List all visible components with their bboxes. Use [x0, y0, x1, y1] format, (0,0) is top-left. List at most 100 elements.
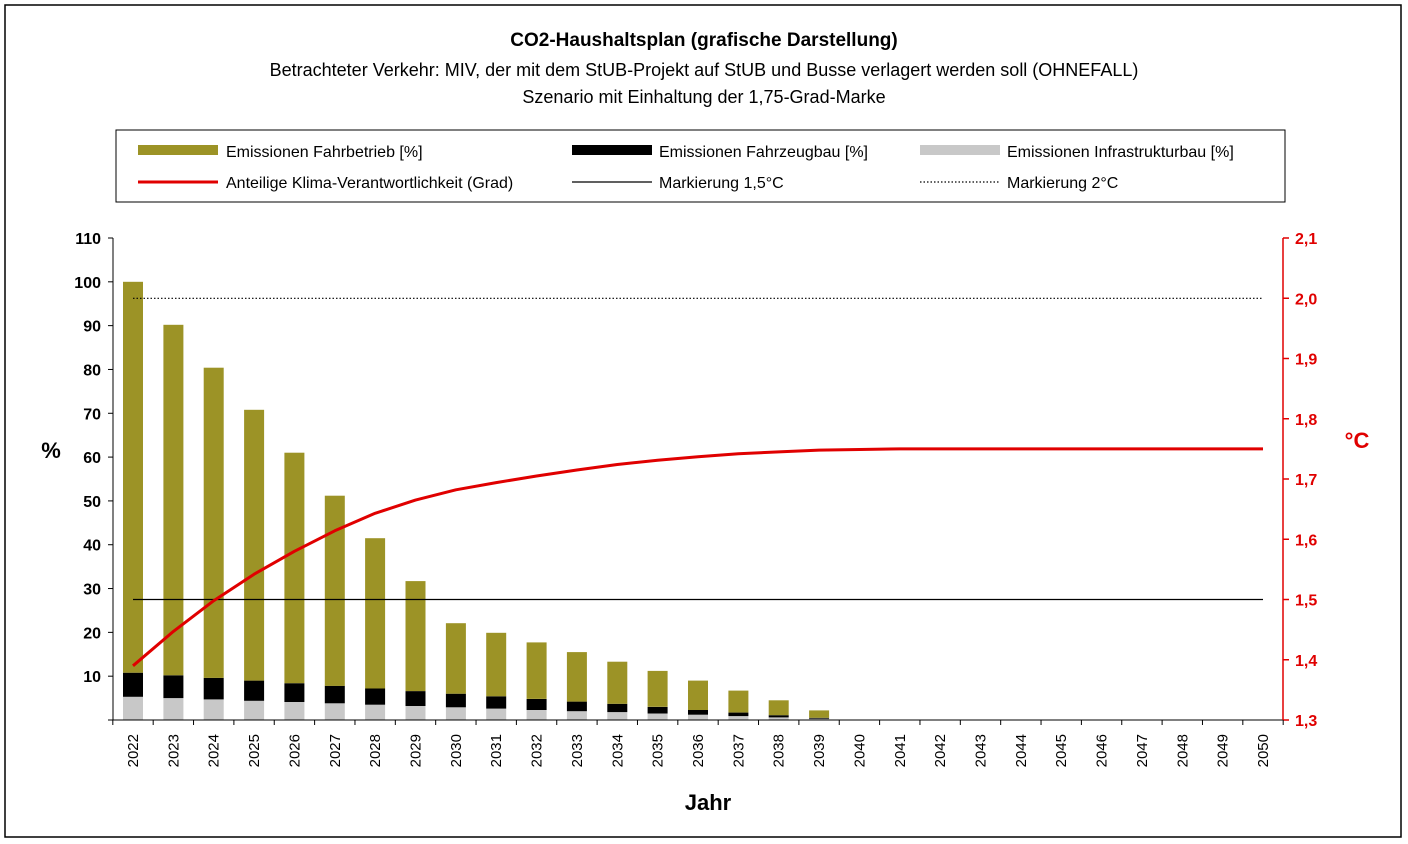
bar-fahrzeugbau-2028: [365, 688, 386, 705]
bar-fahrzeugbau-2036: [688, 709, 708, 715]
legend-label-fahrzeugbau: Emissionen Fahrzeugbau [%]: [659, 144, 868, 161]
y-tick-label-20: 20: [83, 625, 101, 642]
y-tick-label-right-1,3: 1,3: [1295, 713, 1317, 730]
x-tick-label-2027: 2027: [327, 734, 344, 767]
line-layer: [132, 447, 1263, 667]
x-tick-label-2022: 2022: [125, 734, 142, 767]
legend: Emissionen Fahrbetrieb [%] Emissionen Fa…: [115, 129, 1286, 203]
bar-fahrzeugbau-2031: [486, 696, 507, 709]
legend-label-mark2: Markierung 2°C: [1007, 175, 1118, 192]
y-tick-label-70: 70: [83, 406, 101, 423]
y-tick-label-right-1,7: 1,7: [1295, 472, 1317, 489]
x-tick-label-2029: 2029: [408, 734, 425, 767]
bar-fahrzeugbau-2034: [607, 703, 628, 713]
x-tick-label-2026: 2026: [286, 734, 303, 767]
x-axis-label: Jahr: [685, 790, 732, 815]
y-tick-label-80: 80: [83, 363, 101, 380]
bar-fahrbetrieb-2022: [123, 281, 143, 673]
bar-fahrzeugbau-2032: [526, 699, 547, 710]
bar-fahrbetrieb-2034: [607, 661, 628, 704]
chart-subtitle-2: Szenario mit Einhaltung der 1,75-Grad-Ma…: [522, 87, 885, 107]
bar-fahrbetrieb-2023: [163, 324, 184, 676]
x-tick-label-2039: 2039: [811, 734, 828, 767]
bar-infrastruktur-2028: [365, 704, 386, 720]
legend-label-fahrbetrieb: Emissionen Fahrbetrieb [%]: [226, 144, 423, 161]
bar-infrastruktur-2036: [688, 714, 708, 720]
bar-fahrzeugbau-2022: [123, 672, 143, 697]
y-tick-label-10: 10: [83, 669, 101, 686]
bar-fahrbetrieb-2028: [365, 538, 386, 689]
bar-infrastruktur-2027: [324, 703, 345, 720]
bar-infrastruktur-2034: [607, 712, 628, 720]
y-tick-label-right-2,1: 2,1: [1295, 231, 1317, 248]
x-tick-label-2025: 2025: [246, 734, 263, 767]
bar-infrastruktur-2022: [123, 696, 143, 720]
x-tick-label-2028: 2028: [367, 734, 384, 767]
bar-fahrbetrieb-2038: [768, 700, 789, 716]
x-tick-label-2049: 2049: [1215, 734, 1232, 767]
x-tick-label-2033: 2033: [569, 734, 586, 767]
y-tick-label-100: 100: [74, 275, 101, 292]
bar-fahrzeugbau-2039: [809, 717, 830, 719]
bar-fahrbetrieb-2035: [647, 670, 668, 707]
x-tick-label-2046: 2046: [1094, 734, 1111, 767]
bar-fahrzeugbau-2029: [405, 691, 426, 706]
y-tick-label-90: 90: [83, 319, 101, 336]
y-tick-label-110: 110: [75, 231, 101, 248]
x-tick-label-2050: 2050: [1255, 734, 1272, 767]
x-tick-label-2038: 2038: [771, 734, 788, 767]
x-tick-label-2036: 2036: [690, 734, 707, 767]
x-tick-label-2048: 2048: [1174, 734, 1191, 767]
x-tick-label-2024: 2024: [206, 734, 223, 767]
legend-swatch-infrastruktur: [920, 145, 1000, 155]
legend-label-infrastruktur: Emissionen Infrastrukturbau [%]: [1007, 144, 1234, 161]
y-axis-label: %: [41, 438, 61, 463]
bar-fahrzeugbau-2030: [445, 693, 466, 708]
bar-fahrbetrieb-2039: [809, 710, 830, 718]
bar-infrastruktur-2035: [647, 713, 668, 720]
bar-fahrbetrieb-2024: [203, 367, 224, 678]
x-tick-label-2023: 2023: [165, 734, 182, 767]
bar-fahrzeugbau-2035: [647, 706, 668, 714]
bar-fahrbetrieb-2033: [566, 652, 587, 702]
bar-infrastruktur-2023: [163, 698, 184, 720]
bar-fahrbetrieb-2027: [324, 495, 345, 686]
bar-fahrzeugbau-2027: [324, 685, 345, 704]
bars-layer: [123, 281, 830, 720]
x-tick-label-2044: 2044: [1013, 734, 1030, 767]
legend-swatch-fahrzeugbau: [572, 145, 652, 155]
x-tick-label-2047: 2047: [1134, 734, 1151, 767]
legend-label-mark15: Markierung 1,5°C: [659, 175, 784, 192]
y-tick-label-right-1,9: 1,9: [1295, 352, 1317, 369]
bar-infrastruktur-2029: [405, 706, 426, 720]
bar-fahrbetrieb-2030: [445, 623, 466, 694]
bar-fahrzeugbau-2038: [768, 715, 789, 718]
legend-label-klima: Anteilige Klima-Verantwortlichkeit (Grad…: [226, 175, 513, 192]
x-tick-label-2030: 2030: [448, 734, 465, 767]
y-tick-label-50: 50: [83, 494, 101, 511]
series-line-klima: [132, 447, 1263, 667]
bar-infrastruktur-2038: [768, 717, 789, 720]
chart-title: CO2-Haushaltsplan (grafische Darstellung…: [510, 30, 897, 51]
bar-fahrbetrieb-2029: [405, 581, 426, 692]
chart-subtitle-1: Betrachteter Verkehr: MIV, der mit dem S…: [270, 60, 1139, 80]
x-tick-label-2037: 2037: [730, 734, 747, 767]
bar-fahrzeugbau-2026: [284, 683, 305, 702]
y-tick-label-right-1,6: 1,6: [1295, 532, 1317, 549]
bar-infrastruktur-2024: [203, 699, 224, 720]
bar-infrastruktur-2033: [566, 711, 587, 720]
y-tick-label-30: 30: [83, 582, 101, 599]
bar-fahrbetrieb-2036: [688, 680, 708, 710]
bar-infrastruktur-2039: [809, 718, 830, 720]
bar-infrastruktur-2032: [526, 709, 547, 720]
bar-infrastruktur-2037: [728, 716, 749, 720]
bar-infrastruktur-2026: [284, 702, 305, 720]
bar-fahrbetrieb-2037: [728, 690, 749, 713]
x-tick-label-2042: 2042: [932, 734, 949, 767]
y-tick-label-40: 40: [83, 538, 101, 555]
x-tick-label-2034: 2034: [609, 734, 626, 767]
x-tick-label-2043: 2043: [973, 734, 990, 767]
x-tick-label-2040: 2040: [851, 734, 868, 767]
